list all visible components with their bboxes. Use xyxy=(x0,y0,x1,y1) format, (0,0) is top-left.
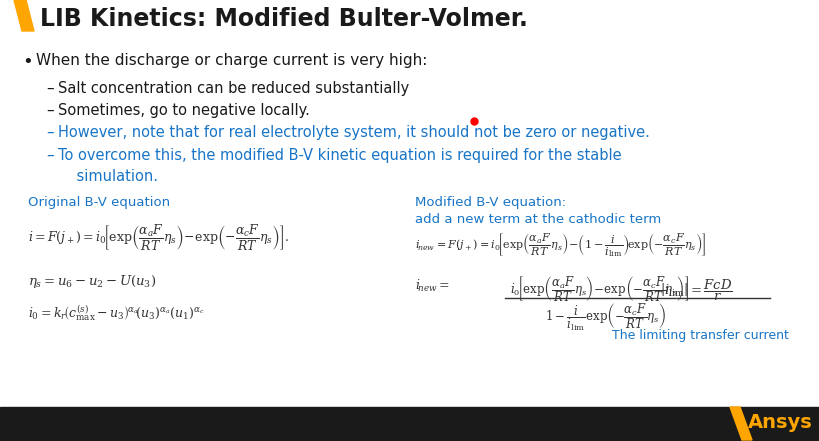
Text: –: – xyxy=(46,148,53,163)
Text: $1-\dfrac{i}{i_{\lim}}\exp\!\left(-\dfrac{\alpha_c F}{RT}\eta_s\right)$: $1-\dfrac{i}{i_{\lim}}\exp\!\left(-\dfra… xyxy=(545,301,665,333)
Text: However, note that for real electrolyte system, it should not be zero or negativ: However, note that for real electrolyte … xyxy=(58,125,649,140)
Text: $i_0\!\left[\exp\!\left(\dfrac{\alpha_a F}{RT}\eta_s\right)\!-\!\exp\!\left(-\df: $i_0\!\left[\exp\!\left(\dfrac{\alpha_a … xyxy=(509,274,688,304)
Polygon shape xyxy=(14,0,34,31)
Text: LIB Kinetics: Modified Bulter-Volmer.: LIB Kinetics: Modified Bulter-Volmer. xyxy=(40,7,527,31)
Text: Sometimes, go to negative locally.: Sometimes, go to negative locally. xyxy=(58,103,310,118)
Text: Salt concentration can be reduced substantially: Salt concentration can be reduced substa… xyxy=(58,81,409,96)
Text: $i_0 = k_r\!\left(c^{(s)}_{\mathrm{max}} - u_3\right)^{\!\alpha_a}\!(u_3)^{\alph: $i_0 = k_r\!\left(c^{(s)}_{\mathrm{max}}… xyxy=(28,303,205,323)
Bar xyxy=(0,407,819,441)
Text: $\left|i_{\lim}\right| = \dfrac{FcD}{r}$: $\left|i_{\lim}\right| = \dfrac{FcD}{r}$ xyxy=(659,278,732,303)
Text: To overcome this, the modified B-V kinetic equation is required for the stable: To overcome this, the modified B-V kinet… xyxy=(58,148,621,163)
Text: •: • xyxy=(22,53,33,71)
Text: Ansys: Ansys xyxy=(747,414,812,433)
Text: $\eta_s = u_6 - u_2 - U(u_3)$: $\eta_s = u_6 - u_2 - U(u_3)$ xyxy=(28,273,156,290)
Text: –: – xyxy=(46,81,53,96)
Polygon shape xyxy=(729,407,751,440)
Text: –: – xyxy=(46,125,53,140)
Text: Original B-V equation: Original B-V equation xyxy=(28,196,170,209)
Text: $i = F(j_+) = i_0\!\left[\exp\!\left(\dfrac{\alpha_a F}{RT}\eta_s\right)\!-\!\ex: $i = F(j_+) = i_0\!\left[\exp\!\left(\df… xyxy=(28,223,289,253)
Text: $i_{\!new} = F(j_+) = i_0\!\left[\exp\!\left(\dfrac{\alpha_a F}{RT}\eta_s\right): $i_{\!new} = F(j_+) = i_0\!\left[\exp\!\… xyxy=(414,231,705,259)
Text: When the discharge or charge current is very high:: When the discharge or charge current is … xyxy=(36,53,427,68)
Text: The limiting transfer current: The limiting transfer current xyxy=(611,329,788,342)
Text: simulation.: simulation. xyxy=(58,169,158,184)
Text: Modified B-V equation:: Modified B-V equation: xyxy=(414,196,565,209)
Text: –: – xyxy=(46,103,53,118)
Text: add a new term at the cathodic term: add a new term at the cathodic term xyxy=(414,213,660,226)
Text: $i_{\!new} = $: $i_{\!new} = $ xyxy=(414,278,450,294)
